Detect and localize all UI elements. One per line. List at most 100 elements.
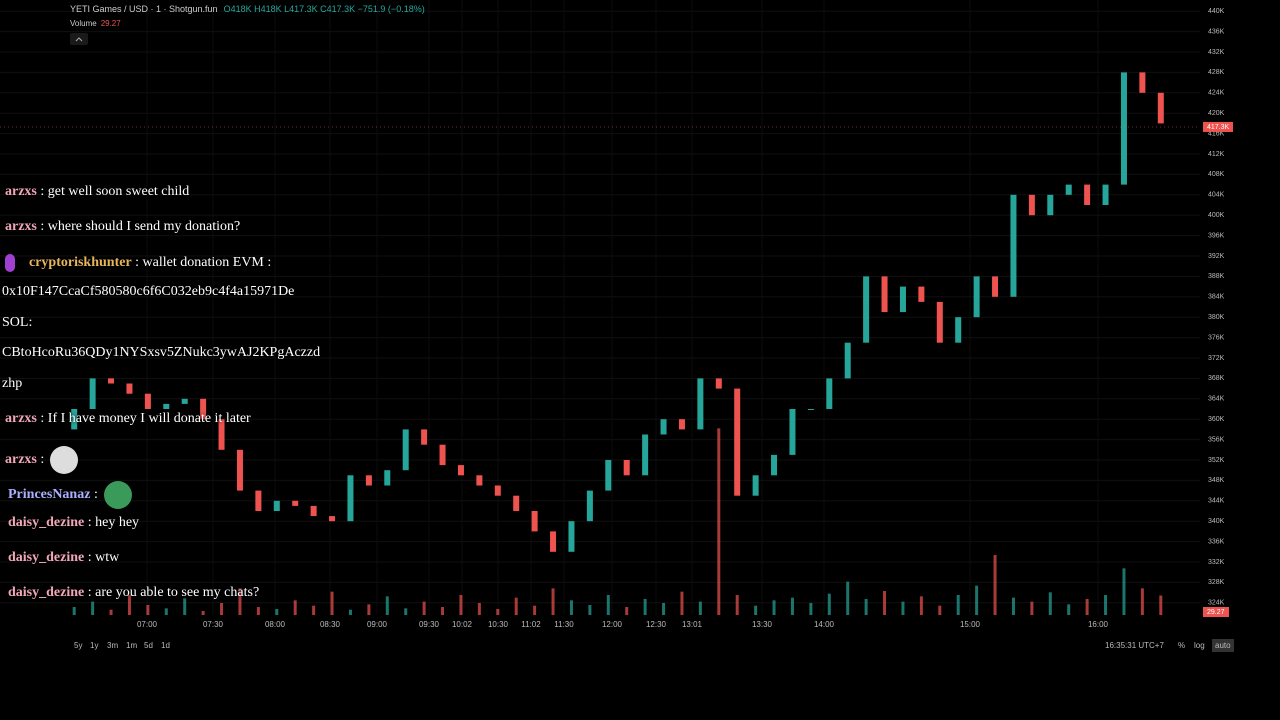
ohlc: O418K H418K L417.3K C417.3K −751.9 (−0.1…: [223, 4, 425, 14]
candle-body: [163, 403, 170, 409]
candle-body: [421, 429, 428, 445]
volume-bar: [569, 600, 573, 615]
y-tick-label: 360K: [1208, 416, 1225, 423]
candle-body: [771, 454, 778, 476]
volume-bar: [975, 585, 979, 615]
chat-message: PrincesNanaz :: [8, 481, 132, 509]
candle-body: [384, 470, 391, 486]
candle-body: [1047, 194, 1054, 216]
volume-bar: [367, 604, 371, 615]
candle-body: [531, 511, 538, 532]
y-tick-label: 416K: [1208, 130, 1225, 137]
y-tick-label: 380K: [1208, 314, 1225, 321]
range-button[interactable]: 3m: [107, 641, 119, 650]
candle-body: [1084, 184, 1091, 205]
y-tick-label: 328K: [1208, 579, 1225, 586]
candle-body: [126, 383, 133, 394]
volume-bar: [1030, 601, 1034, 615]
volume-bar: [348, 609, 352, 615]
candle-body: [844, 342, 851, 379]
candle-body: [752, 475, 759, 496]
symbol: YETI Games / USD · 1 · Shotgun.fun: [70, 4, 218, 14]
candle-body: [255, 490, 262, 511]
y-tick-label: 396K: [1208, 232, 1225, 239]
scale-option[interactable]: %: [1178, 641, 1186, 650]
candle-body: [513, 495, 520, 511]
volume-bar: [1085, 599, 1089, 615]
x-tick-label: 07:00: [137, 620, 158, 629]
x-tick-label: 10:30: [488, 620, 509, 629]
volume-bar: [385, 596, 389, 615]
chat-username: daisy_dezine: [8, 515, 85, 530]
candle-body: [715, 378, 722, 389]
collapse-icon: [75, 37, 83, 42]
volume-bar: [698, 601, 702, 615]
y-tick-label: 436K: [1208, 28, 1225, 35]
x-tick-label: 08:30: [320, 620, 341, 629]
volume-bar: [938, 605, 942, 615]
range-button[interactable]: 1y: [90, 641, 99, 650]
scale-option[interactable]: auto: [1212, 639, 1234, 652]
candle-body: [310, 505, 317, 517]
volume-value: 29.27: [100, 19, 121, 28]
y-tick-label: 428K: [1208, 69, 1225, 76]
range-button[interactable]: 5y: [74, 641, 83, 650]
candle-body: [918, 286, 925, 302]
clock: 16:35:31 UTC+7: [1105, 641, 1164, 650]
volume-bar: [256, 607, 260, 615]
candle-body: [1010, 194, 1017, 297]
candle-body: [789, 409, 796, 455]
x-tick-label: 12:00: [602, 620, 623, 629]
y-tick-label: 404K: [1208, 192, 1225, 199]
candle-body: [660, 419, 667, 435]
scale-option[interactable]: log: [1194, 641, 1205, 650]
range-button[interactable]: 1d: [161, 641, 170, 650]
candle-body: [1028, 194, 1035, 216]
chat-message: arzxs :: [5, 446, 79, 474]
y-tick-label: 336K: [1208, 538, 1225, 545]
volume-bar: [459, 595, 463, 615]
chat-message: daisy_dezine : are you able to see my ch…: [8, 585, 259, 601]
candle-body: [678, 419, 685, 430]
y-tick-label: 420K: [1208, 110, 1225, 117]
volume-badge-label: 29.27: [1207, 609, 1225, 616]
volume-bar: [864, 599, 868, 615]
range-button[interactable]: 1m: [126, 641, 138, 650]
volume-bar: [477, 603, 481, 615]
volume-bar: [1067, 604, 1071, 615]
candle-body: [402, 429, 409, 471]
x-tick-label: 12:30: [646, 620, 667, 629]
chat-text: :: [40, 452, 45, 468]
candle-body: [71, 409, 78, 430]
candle-body: [89, 378, 96, 409]
y-tick-label: 440K: [1208, 8, 1225, 15]
chat-text: CBtoHcoRu36QDy1NYSxsv5ZNukc3ywAJ2KPgAczz…: [2, 345, 321, 360]
volume-bar: [220, 603, 224, 615]
candle-body: [292, 500, 299, 506]
chat-message: daisy_dezine : hey hey: [8, 515, 139, 531]
candle-body: [1102, 184, 1109, 205]
chat-text: SOL:: [2, 315, 33, 330]
volume-bar: [717, 428, 721, 615]
candle-body: [623, 460, 630, 476]
volume-bar: [183, 598, 187, 615]
chat-username: arzxs: [5, 411, 37, 426]
volume-bar: [146, 605, 150, 615]
volume-bar: [422, 601, 426, 615]
x-tick-label: 10:02: [452, 620, 473, 629]
range-button[interactable]: 5d: [144, 641, 153, 650]
volume-bar: [514, 597, 518, 615]
candle-body: [200, 398, 207, 420]
y-tick-label: 388K: [1208, 273, 1225, 280]
candle-body: [218, 419, 225, 450]
volume-bar: [919, 596, 923, 615]
volume-bar: [91, 601, 95, 615]
x-tick-label: 11:02: [521, 620, 541, 629]
volume-bar: [956, 595, 960, 615]
y-tick-label: 344K: [1208, 498, 1225, 505]
y-tick-label: 356K: [1208, 436, 1225, 443]
y-tick-label: 372K: [1208, 355, 1225, 362]
y-tick-label: 340K: [1208, 518, 1225, 525]
